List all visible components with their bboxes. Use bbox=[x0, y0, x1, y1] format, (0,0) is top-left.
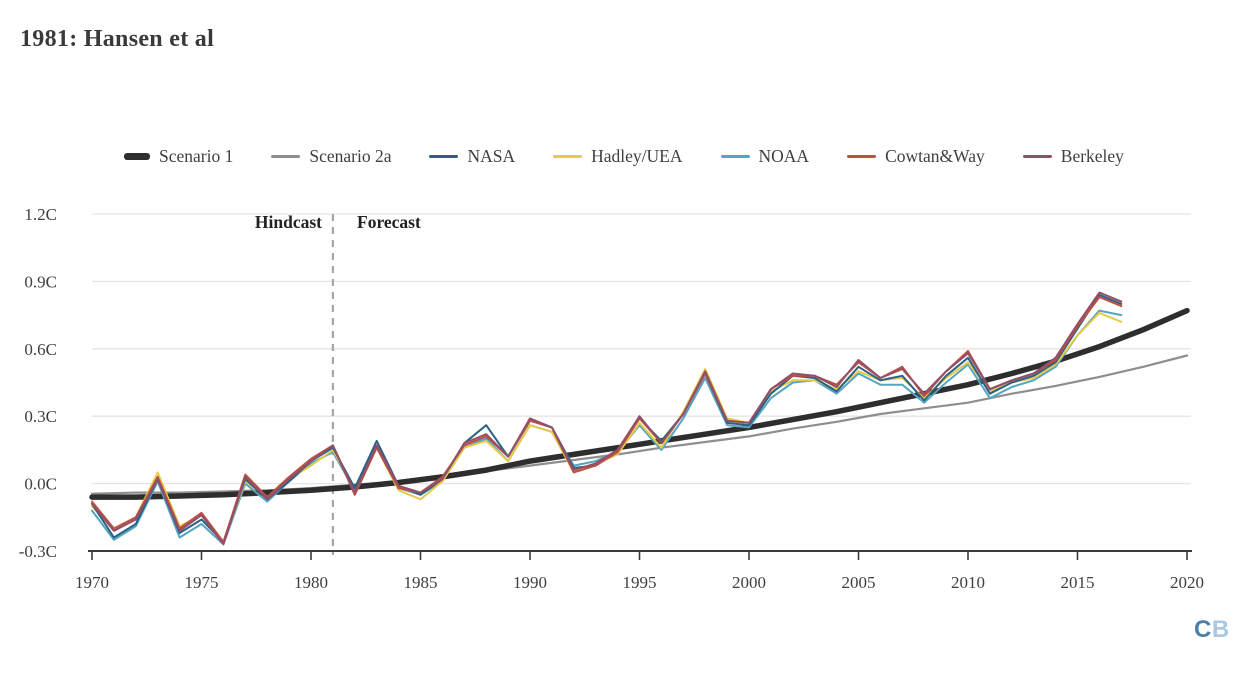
series-line-hadley-uea bbox=[91, 311, 1123, 543]
page-title: 1981: Hansen et al bbox=[20, 26, 215, 52]
legend-swatch bbox=[429, 154, 459, 158]
legend-item-cowtan-way[interactable]: Cowtan&Way bbox=[847, 146, 985, 167]
legend-label: Scenario 1 bbox=[159, 145, 234, 166]
x-tick-label: 1975 bbox=[185, 573, 219, 592]
series-line-berkeley bbox=[91, 291, 1123, 546]
legend: Scenario 1 Scenario 2a NASA Hadley/UEA NOAA C… bbox=[124, 143, 1124, 169]
x-tick-label: 1980 bbox=[294, 573, 328, 592]
x-tick-label: 1990 bbox=[513, 573, 547, 592]
legend-label: NASA bbox=[467, 145, 516, 166]
legend-swatch bbox=[553, 154, 583, 158]
y-tick-label: 0.9C bbox=[24, 272, 57, 291]
legend-label: Cowtan&Way bbox=[885, 145, 985, 166]
x-tick-label: 2000 bbox=[732, 573, 766, 592]
series-line-nasa bbox=[91, 293, 1123, 543]
hindcast-label: Hindcast bbox=[254, 212, 322, 232]
carbonbrief-logo[interactable]: CB bbox=[1194, 616, 1230, 644]
legend-item-scenario-1[interactable]: Scenario 1 bbox=[124, 146, 233, 167]
logo-letter-b: B bbox=[1211, 616, 1230, 643]
y-tick-label: 0.3C bbox=[24, 407, 57, 426]
series-line-noaa bbox=[91, 309, 1123, 546]
legend-item-noaa[interactable]: NOAA bbox=[720, 145, 810, 167]
x-tick-label: 1985 bbox=[404, 573, 438, 592]
x-tick-label: 2010 bbox=[951, 573, 985, 592]
x-tick-label: 1995 bbox=[623, 573, 657, 592]
legend-swatch bbox=[847, 154, 877, 158]
y-tick-label: -0.3C bbox=[19, 542, 57, 561]
legend-label: Hadley/UEA bbox=[591, 145, 683, 166]
logo-letter-c: C bbox=[1194, 616, 1212, 643]
x-tick-label: 2015 bbox=[1061, 573, 1095, 592]
legend-swatch bbox=[124, 152, 150, 160]
series-line-scenario-1 bbox=[89, 307, 1190, 500]
x-tick-label: 2005 bbox=[842, 573, 876, 592]
y-tick-label: 1.2C bbox=[24, 205, 57, 224]
legend-label: Scenario 2a bbox=[309, 145, 392, 166]
forecast-label: Forecast bbox=[357, 212, 421, 232]
legend-label: Berkeley bbox=[1060, 145, 1124, 166]
legend-label: NOAA bbox=[758, 145, 810, 166]
y-tick-label: 0.0C bbox=[24, 475, 57, 494]
legend-item-nasa[interactable]: NASA bbox=[429, 146, 515, 167]
legend-item-scenario-2a[interactable]: Scenario 2a bbox=[271, 146, 391, 167]
legend-item-hadley-uea[interactable]: Hadley/UEA bbox=[553, 145, 683, 167]
legend-swatch bbox=[271, 154, 301, 158]
legend-swatch bbox=[720, 154, 750, 158]
x-tick-label: 2020 bbox=[1170, 573, 1204, 592]
legend-swatch bbox=[1022, 154, 1052, 158]
x-tick-label: 1970 bbox=[75, 573, 109, 592]
y-tick-label: 0.6C bbox=[24, 340, 57, 359]
legend-item-berkeley[interactable]: Berkeley bbox=[1022, 145, 1124, 167]
series-line-cowtan-way bbox=[91, 296, 1123, 543]
